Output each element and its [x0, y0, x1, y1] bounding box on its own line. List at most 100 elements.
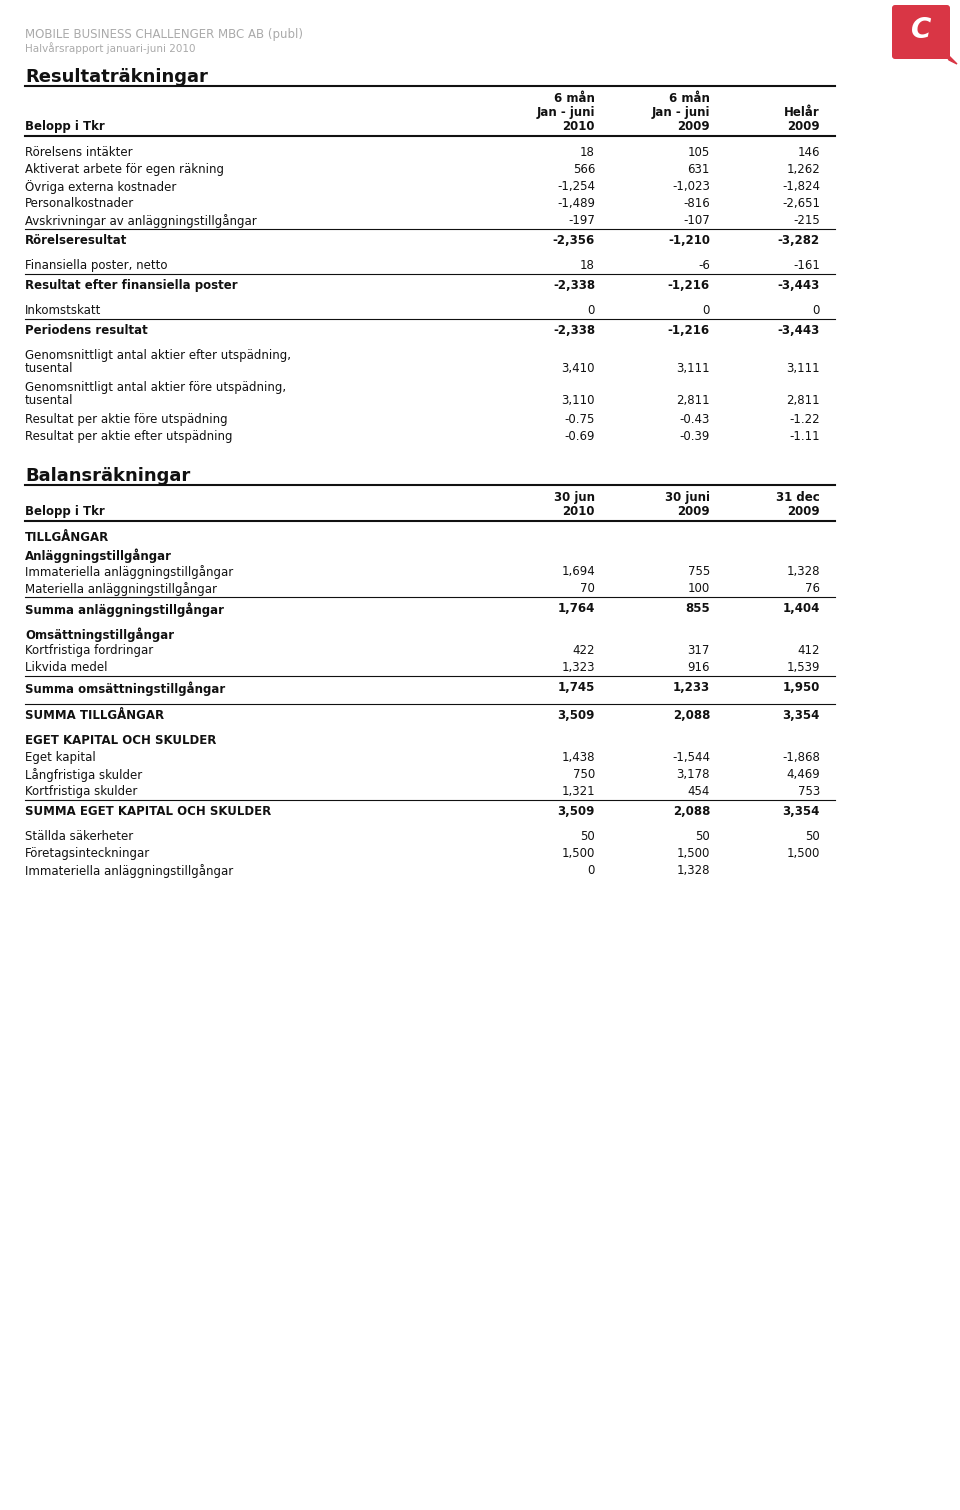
Text: 100: 100 — [687, 581, 710, 595]
Text: -1,023: -1,023 — [672, 180, 710, 193]
Text: 566: 566 — [572, 163, 595, 177]
Text: Resultat per aktie före utspädning: Resultat per aktie före utspädning — [25, 414, 228, 426]
Text: Likvida medel: Likvida medel — [25, 661, 108, 673]
Text: 1,539: 1,539 — [786, 661, 820, 673]
Text: 2009: 2009 — [678, 504, 710, 518]
Text: 412: 412 — [798, 643, 820, 657]
Text: Immateriella anläggningstillgångar: Immateriella anläggningstillgångar — [25, 864, 233, 877]
Text: -0.43: -0.43 — [680, 414, 710, 426]
Text: 0: 0 — [588, 864, 595, 877]
Text: -1,254: -1,254 — [557, 180, 595, 193]
Text: 1,694: 1,694 — [562, 565, 595, 578]
Text: 4,469: 4,469 — [786, 769, 820, 781]
Text: Materiella anläggningstillgångar: Materiella anläggningstillgångar — [25, 581, 217, 596]
Polygon shape — [943, 50, 957, 63]
Text: Resultaträkningar: Resultaträkningar — [25, 68, 208, 86]
Text: 3,509: 3,509 — [558, 710, 595, 722]
Text: 50: 50 — [805, 831, 820, 843]
Text: Jan - juni: Jan - juni — [537, 106, 595, 119]
Text: Resultat per aktie efter utspädning: Resultat per aktie efter utspädning — [25, 430, 232, 442]
Text: -1,544: -1,544 — [672, 750, 710, 764]
Text: 1,764: 1,764 — [558, 602, 595, 615]
Text: Immateriella anläggningstillgångar: Immateriella anläggningstillgångar — [25, 565, 233, 578]
Text: 6 mån: 6 mån — [554, 92, 595, 106]
Text: 3,111: 3,111 — [786, 362, 820, 374]
Text: 3,354: 3,354 — [782, 805, 820, 818]
Text: tusental: tusental — [25, 394, 74, 408]
Text: -1,824: -1,824 — [782, 180, 820, 193]
Text: Rörelseresultat: Rörelseresultat — [25, 234, 128, 248]
Text: -0.39: -0.39 — [680, 430, 710, 442]
Text: 1,438: 1,438 — [562, 750, 595, 764]
Text: -0.75: -0.75 — [564, 414, 595, 426]
Text: Personalkostnader: Personalkostnader — [25, 196, 134, 210]
Text: 1,500: 1,500 — [562, 847, 595, 861]
Text: -6: -6 — [698, 260, 710, 272]
Text: 0: 0 — [588, 304, 595, 317]
Text: 2,088: 2,088 — [673, 710, 710, 722]
Text: -161: -161 — [793, 260, 820, 272]
Text: 454: 454 — [687, 785, 710, 797]
Text: 2,811: 2,811 — [786, 394, 820, 408]
Text: 2009: 2009 — [787, 504, 820, 518]
Text: Eget kapital: Eget kapital — [25, 750, 96, 764]
Text: C: C — [911, 17, 931, 44]
Text: SUMMA EGET KAPITAL OCH SKULDER: SUMMA EGET KAPITAL OCH SKULDER — [25, 805, 272, 818]
Text: Inkomstskatt: Inkomstskatt — [25, 304, 102, 317]
Text: 3,410: 3,410 — [562, 362, 595, 374]
Text: 3,178: 3,178 — [677, 769, 710, 781]
Text: Genomsnittligt antal aktier före utspädning,: Genomsnittligt antal aktier före utspädn… — [25, 381, 286, 394]
Text: 30 jun: 30 jun — [554, 491, 595, 504]
Text: Rörelsens intäkter: Rörelsens intäkter — [25, 146, 132, 159]
Text: 1,262: 1,262 — [786, 163, 820, 177]
Text: 2009: 2009 — [787, 119, 820, 133]
Text: SUMMA TILLGÅNGAR: SUMMA TILLGÅNGAR — [25, 710, 164, 722]
Text: Helår: Helår — [784, 106, 820, 119]
Text: 755: 755 — [687, 565, 710, 578]
Text: -2,651: -2,651 — [782, 196, 820, 210]
Text: 76: 76 — [805, 581, 820, 595]
Text: 31 dec: 31 dec — [777, 491, 820, 504]
Text: 2010: 2010 — [563, 504, 595, 518]
Text: 1,500: 1,500 — [677, 847, 710, 861]
Text: Jan - juni: Jan - juni — [652, 106, 710, 119]
Text: -2,338: -2,338 — [553, 279, 595, 291]
Text: -1,216: -1,216 — [668, 279, 710, 291]
Text: 2,088: 2,088 — [673, 805, 710, 818]
Text: 30 juni: 30 juni — [665, 491, 710, 504]
Text: EGET KAPITAL OCH SKULDER: EGET KAPITAL OCH SKULDER — [25, 734, 216, 747]
Text: 1,950: 1,950 — [782, 681, 820, 695]
Text: Summa anläggningstillgångar: Summa anläggningstillgångar — [25, 602, 224, 616]
Text: 631: 631 — [687, 163, 710, 177]
Text: -3,443: -3,443 — [778, 325, 820, 337]
Text: Resultat efter finansiella poster: Resultat efter finansiella poster — [25, 279, 238, 291]
Text: Omsättningstillgångar: Omsättningstillgångar — [25, 627, 174, 642]
Text: 18: 18 — [580, 146, 595, 159]
Text: Finansiella poster, netto: Finansiella poster, netto — [25, 260, 167, 272]
Text: 750: 750 — [573, 769, 595, 781]
Text: 916: 916 — [687, 661, 710, 673]
Text: -1.11: -1.11 — [789, 430, 820, 442]
Text: Anläggningstillgångar: Anläggningstillgångar — [25, 548, 172, 563]
Text: -1,868: -1,868 — [782, 750, 820, 764]
Text: Företagsinteckningar: Företagsinteckningar — [25, 847, 151, 861]
Text: 3,110: 3,110 — [562, 394, 595, 408]
Text: 1,321: 1,321 — [562, 785, 595, 797]
Text: -2,338: -2,338 — [553, 325, 595, 337]
Text: Periodens resultat: Periodens resultat — [25, 325, 148, 337]
Text: 2009: 2009 — [678, 119, 710, 133]
Text: Aktiverat arbete för egen räkning: Aktiverat arbete för egen räkning — [25, 163, 224, 177]
Text: -1,489: -1,489 — [557, 196, 595, 210]
Text: Halvårsrapport januari-juni 2010: Halvårsrapport januari-juni 2010 — [25, 42, 196, 54]
Text: Avskrivningar av anläggningstillgångar: Avskrivningar av anläggningstillgångar — [25, 214, 256, 228]
Text: Balansräkningar: Balansräkningar — [25, 467, 190, 485]
Text: 50: 50 — [695, 831, 710, 843]
Text: 1,328: 1,328 — [677, 864, 710, 877]
Text: -197: -197 — [568, 214, 595, 226]
Text: 70: 70 — [580, 581, 595, 595]
Text: 1,500: 1,500 — [786, 847, 820, 861]
Text: -2,356: -2,356 — [553, 234, 595, 248]
Text: 1,404: 1,404 — [782, 602, 820, 615]
Text: Genomsnittligt antal aktier efter utspädning,: Genomsnittligt antal aktier efter utspäd… — [25, 349, 291, 362]
Text: 1,233: 1,233 — [673, 681, 710, 695]
